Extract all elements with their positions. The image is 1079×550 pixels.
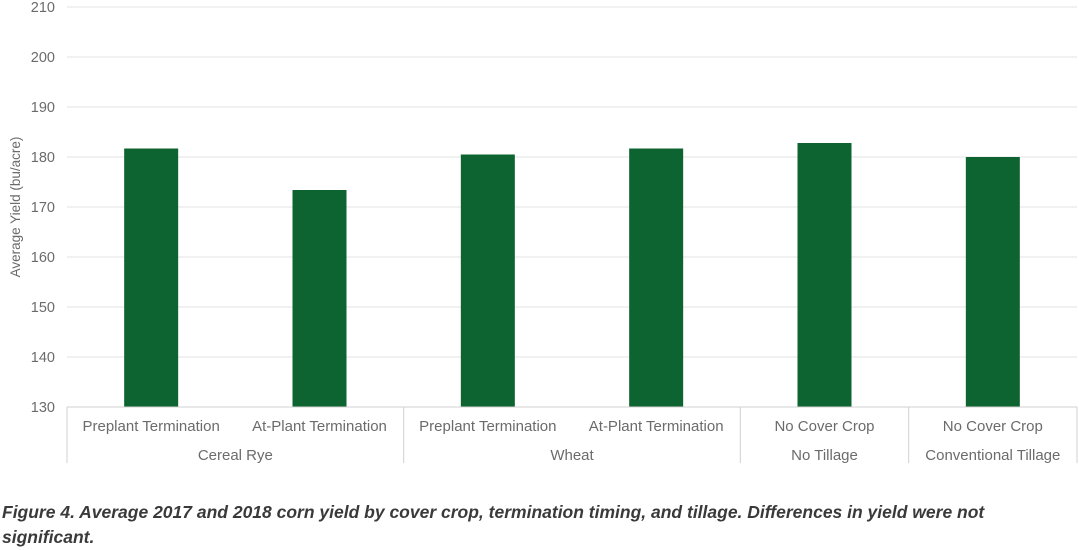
x-category-label: At-Plant Termination	[589, 418, 724, 435]
x-group-label: No Tillage	[791, 447, 858, 464]
y-tick-label: 160	[31, 250, 55, 266]
figure-caption: Figure 4. Average 2017 and 2018 corn yie…	[2, 502, 985, 547]
bar	[629, 148, 684, 407]
x-category-label: No Cover Crop	[943, 418, 1043, 435]
y-tick-label: 150	[31, 300, 55, 316]
y-tick-label: 130	[31, 400, 55, 416]
bar	[124, 148, 179, 407]
x-group-label: Wheat	[550, 447, 594, 464]
x-category-label: Preplant Termination	[419, 418, 556, 435]
x-axis	[66, 406, 1078, 463]
y-axis-ticks: 130 140 150 160 170 180 190 200 210	[31, 0, 55, 416]
x-axis-group-labels: Cereal Rye Wheat No Tillage Conventional Ti…	[198, 447, 1061, 464]
y-tick-label: 210	[31, 0, 55, 16]
y-tick-label: 200	[31, 50, 55, 66]
bar	[292, 190, 347, 407]
x-group-label: Cereal Rye	[198, 447, 273, 464]
x-category-label: At-Plant Termination	[252, 418, 387, 435]
x-category-label: No Cover Crop	[774, 418, 874, 435]
bar	[797, 143, 852, 407]
bar	[460, 154, 515, 407]
y-axis-title: Average Yield (bu/acre)	[8, 137, 23, 278]
x-group-label: Conventional Tillage	[925, 447, 1060, 464]
gridlines	[67, 6, 1077, 358]
bar-chart: 130 140 150 160 170 180 190 200 210 Preplant Ter…	[8, 0, 1078, 464]
y-tick-label: 190	[31, 100, 55, 116]
y-tick-label: 140	[31, 350, 55, 366]
bars	[124, 143, 1020, 407]
x-axis-category-labels: Preplant Termination At-Plant Termination…	[83, 418, 1043, 435]
y-tick-label: 170	[31, 200, 55, 216]
y-tick-label: 180	[31, 150, 55, 166]
bar	[965, 157, 1020, 407]
x-category-label: Preplant Termination	[83, 418, 220, 435]
